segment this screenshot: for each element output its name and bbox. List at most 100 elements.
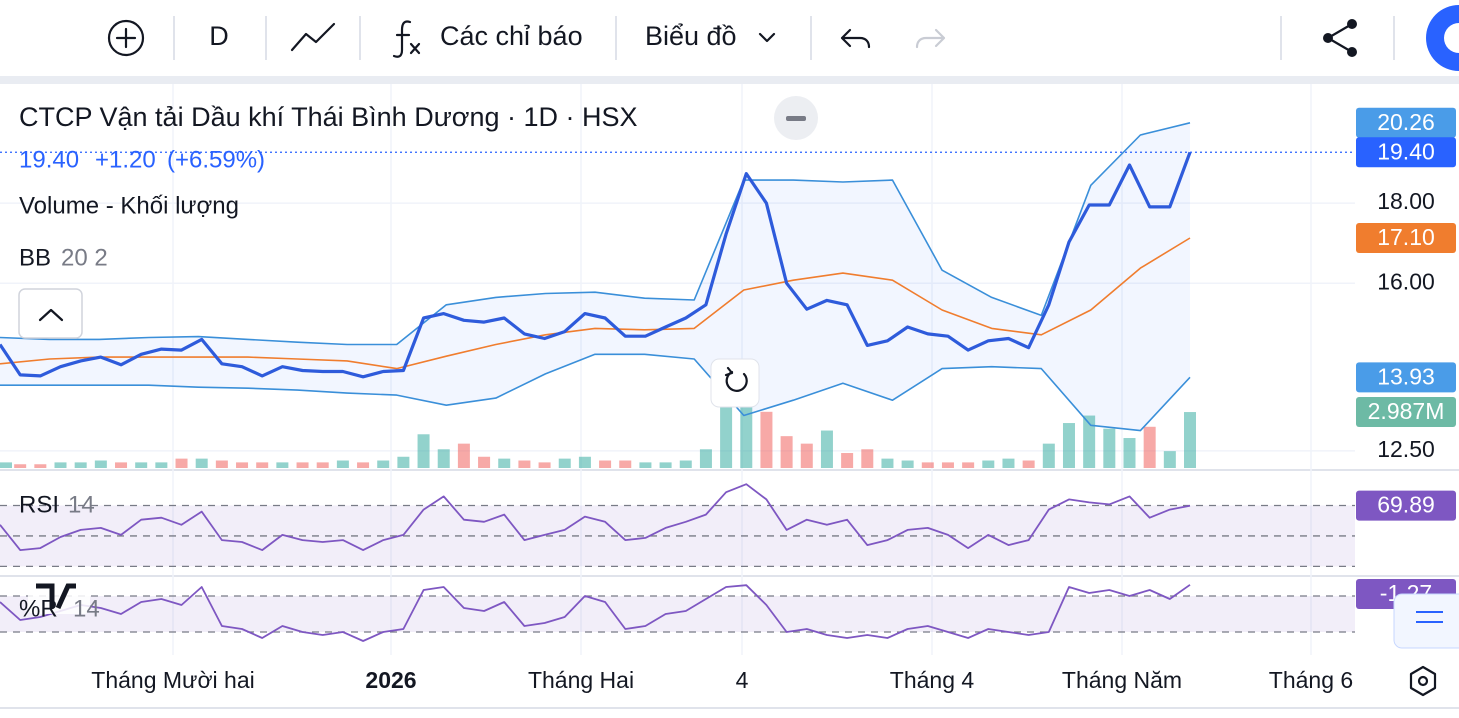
price-badge xyxy=(1356,137,1456,168)
app-logo[interactable] xyxy=(1426,5,1459,71)
reset-chart-button[interactable] xyxy=(710,358,760,408)
volume-bar xyxy=(841,453,854,468)
volume-bar xyxy=(34,464,47,468)
price-change-percent: (+6.59%) xyxy=(167,146,265,173)
volume-bar xyxy=(1022,460,1035,468)
x-tick-label: 4 xyxy=(736,667,749,693)
volume-bar xyxy=(478,456,491,468)
volume-bar xyxy=(276,462,289,468)
volume-bar xyxy=(498,458,511,468)
volume-bar xyxy=(861,449,874,468)
volume-badge xyxy=(1356,397,1456,428)
williams-r-band-fill xyxy=(0,596,1355,632)
bb-params: 20 2 xyxy=(61,244,108,271)
plot-layer xyxy=(0,122,1355,642)
side-panel-button[interactable] xyxy=(1393,593,1459,649)
volume-bar xyxy=(1184,412,1196,468)
settings-button[interactable] xyxy=(1409,665,1437,697)
volume-bar xyxy=(397,456,410,468)
volume-bar xyxy=(982,460,995,468)
volume-bar xyxy=(457,443,470,468)
volume-bar xyxy=(881,458,894,468)
williams-r-line xyxy=(0,584,1191,642)
price-badge xyxy=(1356,107,1456,138)
volume-bar xyxy=(316,462,329,468)
volume-bar xyxy=(1163,451,1176,468)
share-button[interactable] xyxy=(1323,19,1357,57)
volume-bar xyxy=(215,460,228,468)
volume-bar xyxy=(1083,415,1096,468)
bb-middle-line xyxy=(0,237,1191,370)
volume-bar xyxy=(760,411,773,468)
price-badge-label: 17.10 xyxy=(1377,224,1435,250)
y-tick-label: 16.00 xyxy=(1377,268,1435,294)
rsi-params: 14 xyxy=(68,491,95,518)
redo-button[interactable] xyxy=(915,28,946,49)
volume-bar xyxy=(236,462,249,468)
price-change: +1.20 xyxy=(95,146,156,173)
y-tick-label: 18.00 xyxy=(1377,188,1435,214)
volume-bar xyxy=(558,458,571,468)
volume-bar xyxy=(54,462,67,468)
volume-bar xyxy=(0,462,12,468)
rsi-legend: RSI xyxy=(19,491,59,518)
volume-bar xyxy=(518,460,531,468)
volume-bar xyxy=(155,462,168,468)
expand-legend-button[interactable] xyxy=(18,288,83,339)
grid-layer xyxy=(0,202,1355,633)
volume-bar xyxy=(115,462,128,468)
volume-bar xyxy=(679,460,692,468)
add-symbol-button[interactable] xyxy=(107,19,145,57)
volume-bar xyxy=(962,462,975,468)
volume-bar xyxy=(357,462,370,468)
price-badge xyxy=(1356,362,1456,393)
volume-bar xyxy=(901,460,914,468)
volume-bar xyxy=(377,460,390,468)
chart-style-button[interactable]: Biểu đồ xyxy=(645,21,776,51)
y-tick-label: 12.50 xyxy=(1377,436,1435,462)
volume-bar xyxy=(599,460,612,468)
volume-bar xyxy=(1042,443,1055,468)
price-badge-label: 19.40 xyxy=(1377,138,1435,164)
interval-button[interactable]: D xyxy=(209,21,229,51)
bb-lower-line xyxy=(0,353,1191,432)
volume-bar xyxy=(437,449,450,468)
volume-bar xyxy=(135,462,148,468)
volume-bar xyxy=(538,462,551,468)
volume-bar xyxy=(820,430,833,468)
price-badge-label: 20.26 xyxy=(1377,109,1435,135)
x-tick-label: Tháng Hai xyxy=(528,667,634,693)
volume-badge-label: 2.987M xyxy=(1368,398,1445,424)
volume-bar xyxy=(1002,458,1015,468)
volume-bar xyxy=(639,462,652,468)
volume-bar xyxy=(780,436,793,468)
volume-bar xyxy=(921,462,934,468)
undo-button[interactable] xyxy=(840,28,871,49)
volume-bar xyxy=(740,402,753,468)
volume-bar xyxy=(256,462,269,468)
williams-r-params: 14 xyxy=(73,595,100,622)
volume-bar xyxy=(1103,428,1116,468)
volume-bar xyxy=(74,462,87,468)
volume-bar xyxy=(195,458,208,468)
rsi-line xyxy=(0,483,1191,551)
bb-legend: BB xyxy=(19,244,51,271)
volume-bar xyxy=(800,443,813,468)
volume-bar xyxy=(1143,426,1156,468)
volume-bar xyxy=(336,460,349,468)
collapse-legend-button[interactable] xyxy=(774,96,818,140)
x-tick-label: Tháng 4 xyxy=(890,667,975,693)
x-tick-label: 2026 xyxy=(365,667,416,693)
legend: CTCP Vận tải Dầu khí Thái Bình Dương · 1… xyxy=(18,96,818,622)
chart-type-button[interactable] xyxy=(290,22,336,52)
indicators-label[interactable]: Các chỉ báo xyxy=(440,21,583,51)
volume-bar xyxy=(941,462,954,468)
volume-bar xyxy=(175,458,188,468)
volume-bar xyxy=(619,460,632,468)
indicators-button[interactable]: Các chỉ báo xyxy=(392,20,583,58)
volume-bar xyxy=(417,434,430,468)
volume-legend: Volume - Khối lượng xyxy=(19,192,239,219)
chart-style-label[interactable]: Biểu đồ xyxy=(645,21,737,51)
volume-bar xyxy=(296,462,309,468)
